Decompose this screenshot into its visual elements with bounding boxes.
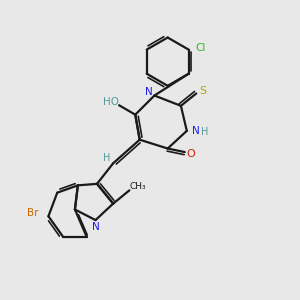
- Text: O: O: [187, 148, 196, 158]
- Text: S: S: [199, 86, 206, 96]
- Text: H: H: [201, 127, 209, 137]
- Text: Br: Br: [27, 208, 39, 218]
- Text: N: N: [92, 222, 99, 232]
- Text: CH₃: CH₃: [130, 182, 146, 191]
- Text: N: N: [192, 126, 200, 136]
- Text: HO: HO: [103, 97, 119, 107]
- Text: Cl: Cl: [196, 43, 206, 53]
- Text: N: N: [145, 87, 153, 97]
- Text: H: H: [103, 153, 110, 163]
